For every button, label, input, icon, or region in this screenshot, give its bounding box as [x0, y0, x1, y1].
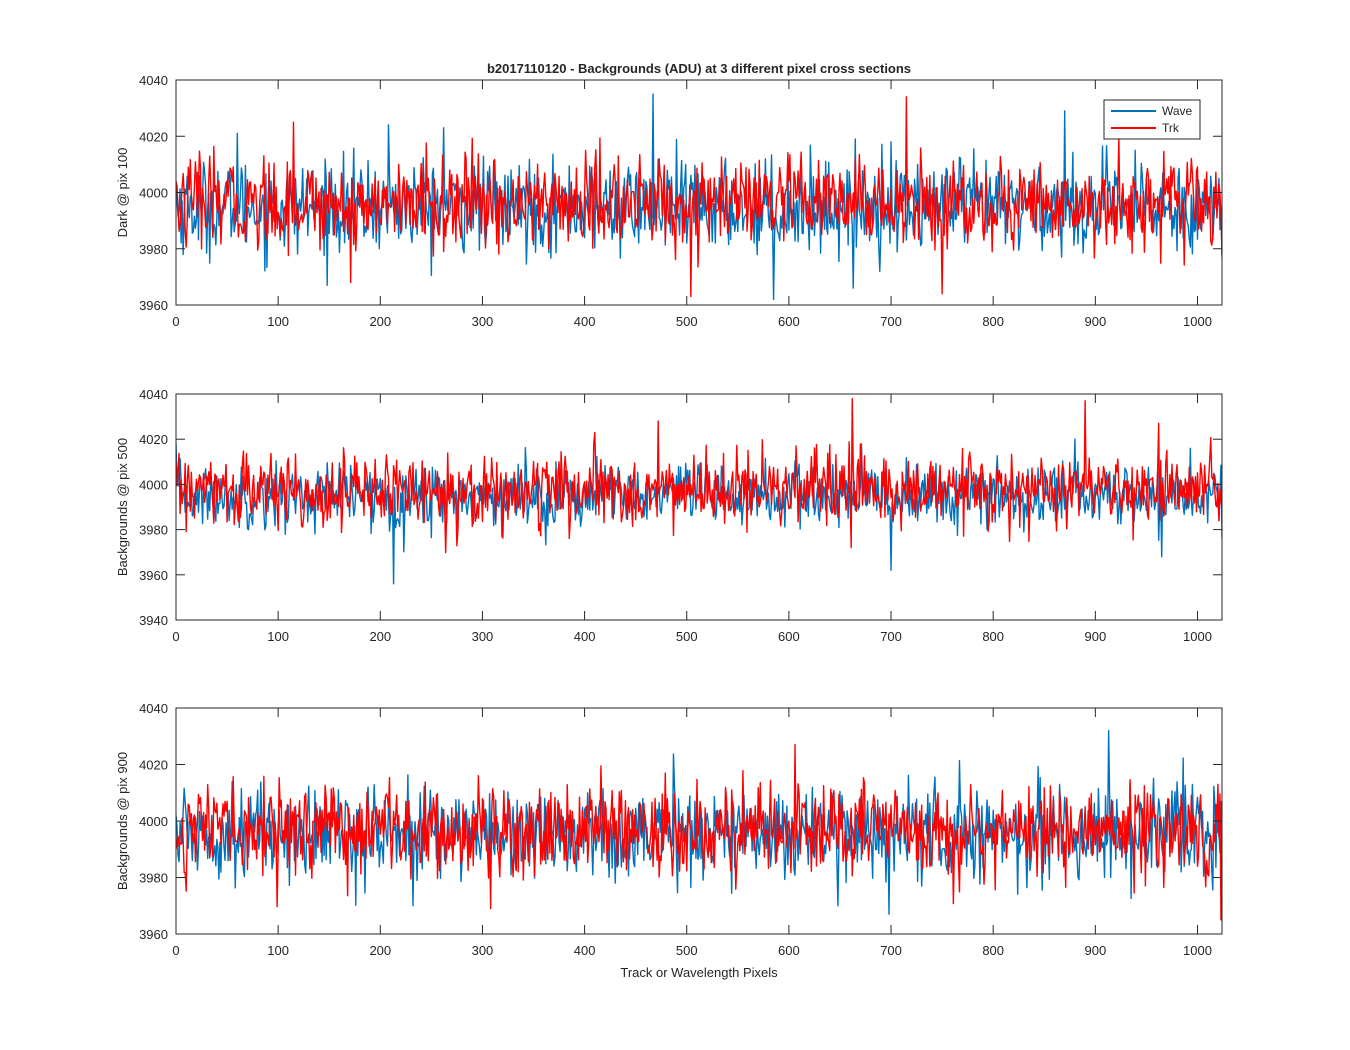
y-tick-label: 4040	[139, 701, 168, 716]
x-tick-label: 300	[472, 629, 494, 644]
x-tick-label: 200	[369, 314, 391, 329]
x-tick-label: 100	[267, 629, 289, 644]
legend-label-wave: Wave	[1162, 104, 1193, 118]
subplot-1: 0 100 200 300 400 500 600 700 800 900 1000 3960 3980…	[115, 73, 1223, 329]
y-tick-label: 4000	[139, 477, 168, 492]
x-tick-label: 600	[778, 943, 800, 958]
x-tick-label: 600	[778, 629, 800, 644]
y-tick-label: 3980	[139, 242, 168, 257]
x-tick-label: 400	[574, 629, 596, 644]
figure-title: b2017110120 - Backgrounds (ADU) at 3 dif…	[487, 61, 911, 76]
x-tick-label: 0	[172, 943, 179, 958]
y-tick-label: 3940	[139, 613, 168, 628]
x-tick-label: 300	[472, 314, 494, 329]
x-tick-label: 300	[472, 943, 494, 958]
y-tick-label: 4040	[139, 387, 168, 402]
y-tick-label: 4020	[139, 758, 168, 773]
x-tick-label: 800	[982, 943, 1004, 958]
axes-box	[175, 393, 1223, 621]
x-tick-label: 1000	[1183, 314, 1212, 329]
x-tick-label: 800	[982, 314, 1004, 329]
x-tick-label: 200	[369, 943, 391, 958]
x-tick-label: 100	[267, 314, 289, 329]
y-tick-label: 3980	[139, 523, 168, 538]
y-tick-label: 4020	[139, 432, 168, 447]
y-tick-label: 3980	[139, 871, 168, 886]
series-line-trk	[176, 96, 1222, 298]
x-tick-label: 700	[880, 943, 902, 958]
x-tick-label: 900	[1084, 943, 1106, 958]
x-tick-label: 0	[172, 314, 179, 329]
subplot-panels: 0 100 200 300 400 500 600 700 800 900 100039603980…	[115, 73, 1223, 958]
y-tick-label: 3960	[139, 568, 168, 583]
series-line-trk	[176, 744, 1222, 921]
x-tick-label: 500	[676, 629, 698, 644]
legend-box	[1103, 99, 1201, 140]
y-tick-label: 4000	[139, 814, 168, 829]
subplot-3: 0 100 200 300 400 500 600 700 800 900 1000 3960 3980…	[115, 701, 1223, 958]
x-tick-label: 900	[1084, 314, 1106, 329]
y-axis-label: Backgrounds @ pix 500	[115, 438, 130, 576]
y-axis-label: Backgrounds @ pix 900	[115, 752, 130, 890]
legend-label-trk: Trk	[1162, 121, 1180, 135]
x-tick-label: 700	[880, 314, 902, 329]
x-axis-label: Track or Wavelength Pixels	[620, 965, 778, 980]
y-axis-label: Dark @ pix 100	[115, 148, 130, 238]
y-tick-label: 3960	[139, 927, 168, 942]
series-line-trk	[176, 397, 1222, 554]
series-line-wave	[176, 438, 1222, 585]
x-tick-label: 500	[676, 314, 698, 329]
x-tick-label: 400	[574, 943, 596, 958]
x-tick-label: 800	[982, 629, 1004, 644]
legend: Wave Trk	[1103, 99, 1201, 140]
x-tick-label: 100	[267, 943, 289, 958]
x-tick-label: 700	[880, 629, 902, 644]
x-tick-label: 900	[1084, 629, 1106, 644]
x-tick-label: 600	[778, 314, 800, 329]
x-tick-label: 1000	[1183, 629, 1212, 644]
subplot-2: 0 100 200 300 400 500 600 700 800 900 1000 3940 3960…	[115, 387, 1223, 644]
y-tick-label: 4040	[139, 73, 168, 88]
y-tick-label: 4020	[139, 129, 168, 144]
y-tick-label: 3960	[139, 298, 168, 313]
x-tick-label: 200	[369, 629, 391, 644]
x-tick-label: 1000	[1183, 943, 1212, 958]
x-tick-label: 400	[574, 314, 596, 329]
x-tick-label: 500	[676, 943, 698, 958]
x-tick-label: 0	[172, 629, 179, 644]
y-tick-label: 4000	[139, 186, 168, 201]
